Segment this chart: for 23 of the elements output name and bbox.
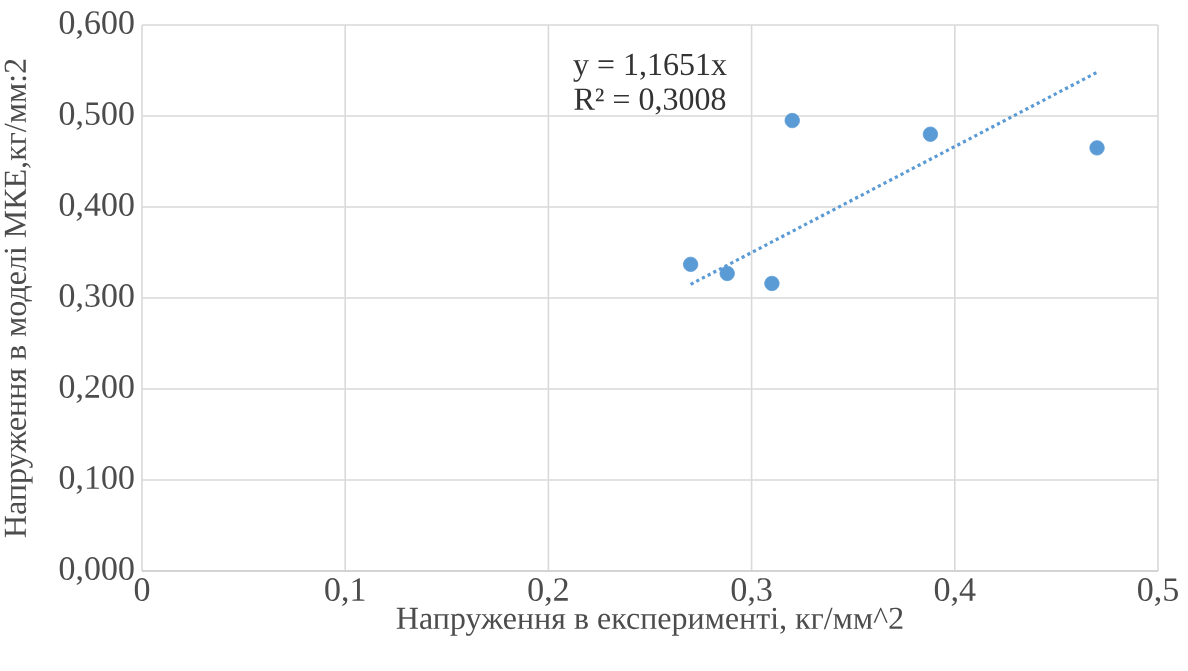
x-tick-label: 0,1 — [325, 578, 365, 606]
y-tick-label: 0,400 — [59, 193, 134, 221]
x-tick-label: 0,4 — [934, 578, 976, 606]
point — [764, 275, 780, 292]
x-tick-label: 0,3 — [731, 578, 772, 606]
y-tick-label: 0,300 — [59, 284, 134, 312]
point — [719, 265, 735, 282]
y-tick-label: 0,600 — [59, 11, 134, 39]
annotation: y = 1,1651x — [573, 53, 727, 82]
y-tick-label: 0,100 — [59, 466, 134, 494]
y-tick-label: 0,200 — [59, 375, 134, 403]
x-tick-label: 0,5 — [1138, 578, 1178, 606]
x-tick-label: 0 — [134, 578, 150, 602]
y-axis-title: Напруження в моделі МКЕ,кг/мм:2 — [4, 59, 33, 538]
point — [922, 126, 939, 142]
point — [1089, 140, 1105, 156]
annotation: R² = 0,3008 — [574, 88, 726, 115]
x-tick-label: 0,2 — [528, 578, 568, 606]
point — [784, 112, 800, 129]
y-tick-label: 0,500 — [59, 102, 134, 130]
y-tick-label: 0,000 — [59, 557, 134, 585]
point — [683, 256, 699, 272]
x-axis-title: Напруження в експерименті, кг/мм^2 — [396, 607, 903, 636]
